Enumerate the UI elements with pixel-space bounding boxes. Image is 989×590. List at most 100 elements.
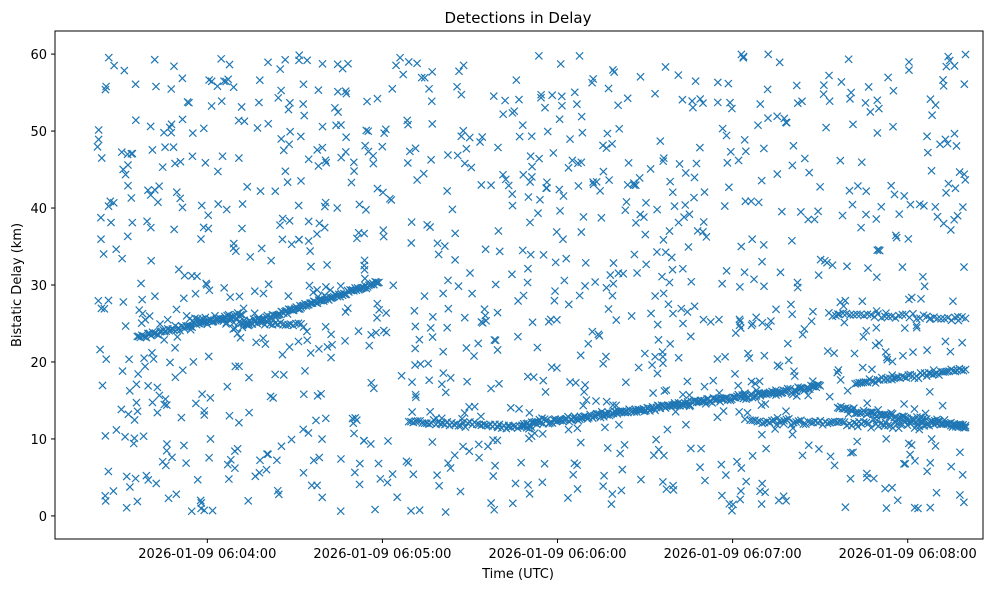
detection-point bbox=[160, 400, 169, 409]
detection-point bbox=[439, 369, 448, 378]
detection-point bbox=[639, 213, 648, 222]
detection-point bbox=[859, 418, 868, 427]
detection-point bbox=[245, 408, 254, 417]
detection-point bbox=[299, 425, 308, 434]
detection-point bbox=[321, 198, 330, 207]
detection-point bbox=[110, 61, 119, 70]
detection-point bbox=[112, 245, 121, 254]
detection-point bbox=[462, 343, 471, 353]
detection-point bbox=[315, 219, 324, 228]
detection-point bbox=[493, 436, 502, 445]
detection-point bbox=[474, 339, 483, 348]
detection-point bbox=[589, 74, 598, 83]
detection-point bbox=[764, 322, 773, 331]
detection-point bbox=[577, 228, 586, 237]
detection-point bbox=[525, 218, 534, 227]
detection-point bbox=[511, 479, 520, 488]
detection-point bbox=[360, 436, 369, 445]
detection-point bbox=[551, 287, 560, 296]
detection-point bbox=[482, 316, 491, 325]
detection-point bbox=[552, 315, 561, 324]
detection-point bbox=[569, 470, 578, 479]
detection-point bbox=[413, 59, 422, 68]
detection-point bbox=[906, 200, 915, 209]
detection-point bbox=[923, 132, 932, 141]
detection-point bbox=[499, 110, 508, 119]
detection-point bbox=[393, 493, 402, 502]
detection-point bbox=[285, 98, 294, 107]
detection-point bbox=[668, 309, 678, 318]
detection-point bbox=[556, 59, 565, 68]
detection-point bbox=[385, 194, 394, 203]
detection-point bbox=[94, 125, 103, 135]
detection-point bbox=[454, 67, 464, 76]
detection-point bbox=[411, 322, 420, 331]
detection-point bbox=[294, 337, 303, 346]
y-axis-label: Bistatic Delay (km) bbox=[10, 223, 25, 347]
detection-point bbox=[205, 286, 214, 295]
detection-point bbox=[125, 355, 134, 364]
detection-point bbox=[946, 347, 955, 356]
detection-point bbox=[333, 60, 342, 69]
detection-point bbox=[838, 211, 847, 220]
detection-point bbox=[130, 434, 139, 443]
detection-point bbox=[134, 369, 143, 378]
detection-point bbox=[923, 467, 932, 476]
detection-point bbox=[793, 99, 802, 108]
detection-point bbox=[238, 310, 247, 319]
detection-point bbox=[751, 379, 760, 388]
detection-point bbox=[814, 271, 823, 280]
detection-point bbox=[413, 416, 422, 425]
detection-point bbox=[236, 333, 245, 342]
detection-point bbox=[759, 144, 768, 153]
detection-point bbox=[607, 500, 616, 509]
detection-point bbox=[261, 340, 270, 349]
x-tick-label: 2026-01-09 06:07:00 bbox=[664, 547, 802, 562]
detection-point bbox=[780, 114, 789, 123]
detection-point bbox=[167, 84, 176, 94]
detection-point bbox=[665, 227, 674, 236]
detection-point bbox=[555, 185, 564, 194]
detection-point bbox=[823, 419, 832, 428]
detection-point bbox=[457, 90, 466, 99]
detection-point bbox=[775, 58, 784, 67]
detection-point bbox=[761, 399, 770, 408]
detection-point bbox=[233, 329, 242, 338]
detection-point bbox=[104, 296, 113, 305]
detection-point bbox=[771, 305, 781, 314]
detection-point bbox=[558, 235, 568, 244]
detection-point bbox=[646, 309, 656, 318]
y-tick-label: 60 bbox=[30, 48, 47, 63]
detection-point bbox=[796, 416, 805, 425]
detection-point bbox=[224, 474, 233, 484]
detection-point bbox=[661, 248, 670, 257]
detection-point bbox=[853, 181, 862, 191]
detection-point bbox=[443, 323, 452, 332]
detection-point bbox=[713, 413, 722, 422]
detection-point bbox=[727, 104, 736, 113]
detection-point bbox=[239, 304, 248, 313]
detection-point bbox=[898, 310, 907, 319]
detection-point bbox=[608, 65, 617, 74]
detection-point bbox=[792, 81, 801, 90]
detection-point bbox=[833, 368, 842, 377]
detection-point bbox=[312, 229, 322, 239]
detection-point bbox=[718, 279, 727, 288]
detection-point bbox=[887, 181, 896, 190]
detection-point bbox=[131, 80, 140, 89]
detection-point bbox=[695, 143, 704, 152]
detection-point bbox=[766, 316, 775, 326]
detection-point bbox=[942, 419, 951, 428]
detection-point bbox=[814, 444, 823, 453]
detection-point bbox=[955, 168, 964, 177]
detection-point bbox=[460, 408, 469, 418]
detection-point bbox=[518, 121, 527, 130]
detection-point bbox=[734, 156, 743, 165]
detection-point bbox=[845, 94, 855, 103]
detection-point bbox=[536, 93, 546, 102]
detection-point bbox=[199, 124, 208, 133]
detection-point bbox=[491, 336, 500, 345]
detection-point bbox=[538, 429, 547, 438]
detection-point bbox=[158, 457, 167, 466]
detection-point bbox=[201, 158, 210, 167]
